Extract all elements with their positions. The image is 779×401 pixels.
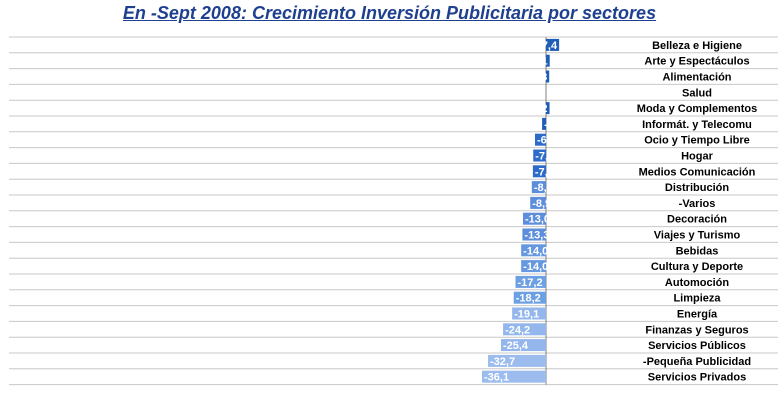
category-label: Energía bbox=[677, 309, 718, 321]
data-label: -17,2 bbox=[518, 277, 543, 289]
data-label: -14,0 bbox=[523, 261, 548, 273]
data-label: -8,0 bbox=[534, 182, 553, 194]
data-label: -7,2 bbox=[535, 151, 554, 163]
data-label: -36,1 bbox=[484, 372, 509, 384]
category-label: Salud bbox=[682, 87, 712, 99]
data-label: -13,3 bbox=[524, 230, 549, 242]
bar bbox=[488, 354, 546, 367]
bar bbox=[503, 323, 546, 336]
bar bbox=[515, 275, 546, 288]
category-label: Distribución bbox=[665, 182, 729, 194]
category-label: -Pequeña Publicidad bbox=[643, 356, 751, 368]
bar bbox=[542, 117, 546, 130]
category-label: Informát. y Telecomu bbox=[642, 119, 752, 131]
data-label: -32,7 bbox=[490, 356, 515, 368]
category-label: Servicios Privados bbox=[648, 372, 746, 384]
data-label: 1,8 bbox=[532, 72, 547, 84]
category-label: Bebidas bbox=[676, 245, 719, 257]
bar bbox=[522, 228, 546, 241]
bar bbox=[531, 181, 546, 194]
category-label: Servicios Públicos bbox=[648, 340, 746, 352]
data-label: -6,2 bbox=[537, 135, 556, 147]
bar bbox=[500, 339, 546, 352]
data-label: -19,1 bbox=[514, 309, 539, 321]
category-label: Moda y Complementos bbox=[637, 103, 757, 115]
bar bbox=[513, 291, 546, 304]
category-label: -Varios bbox=[679, 198, 716, 210]
data-label: -2,2 bbox=[544, 119, 563, 131]
category-label: Alimentación bbox=[662, 72, 731, 84]
bar bbox=[533, 149, 546, 162]
category-label: Automoción bbox=[665, 277, 729, 289]
category-label: Decoración bbox=[667, 214, 727, 226]
bar bbox=[482, 370, 546, 383]
category-label: Medios Comunicación bbox=[639, 166, 756, 178]
data-label: 7,4 bbox=[542, 40, 558, 52]
bar bbox=[530, 196, 546, 209]
bar bbox=[546, 102, 550, 115]
data-label: -24,2 bbox=[505, 324, 530, 336]
bar bbox=[512, 307, 546, 320]
category-label: Hogar bbox=[681, 151, 714, 163]
data-label: -8,9 bbox=[532, 198, 551, 210]
category-label: Finanzas y Seguros bbox=[645, 324, 748, 336]
category-label: Limpieza bbox=[673, 293, 721, 305]
chart-title: En -Sept 2008: Crecimiento Inversión Pub… bbox=[122, 3, 657, 23]
category-label: Cultura y Deporte bbox=[651, 261, 743, 273]
category-label: Ocio y Tiempo Libre bbox=[644, 135, 750, 147]
data-label: 2 bbox=[541, 103, 547, 115]
category-label: Viajes y Turismo bbox=[654, 230, 741, 242]
data-label: -14,0 bbox=[523, 245, 548, 257]
bar bbox=[521, 260, 546, 273]
category-label: Arte y Espectáculos bbox=[644, 56, 749, 68]
data-label: -25,4 bbox=[503, 340, 529, 352]
category-label: Belleza e Higiene bbox=[652, 40, 742, 52]
bar bbox=[546, 38, 560, 51]
bar bbox=[546, 70, 550, 83]
data-label: -13,0 bbox=[525, 214, 550, 226]
data-label: -7,4 bbox=[535, 166, 555, 178]
bar bbox=[532, 165, 546, 178]
bar bbox=[535, 133, 546, 146]
bar bbox=[521, 244, 546, 257]
bar bbox=[522, 212, 546, 225]
gridlines bbox=[9, 36, 778, 386]
data-label: 2,1 bbox=[532, 56, 547, 68]
data-label: -18,2 bbox=[516, 293, 541, 305]
bar bbox=[546, 54, 550, 67]
